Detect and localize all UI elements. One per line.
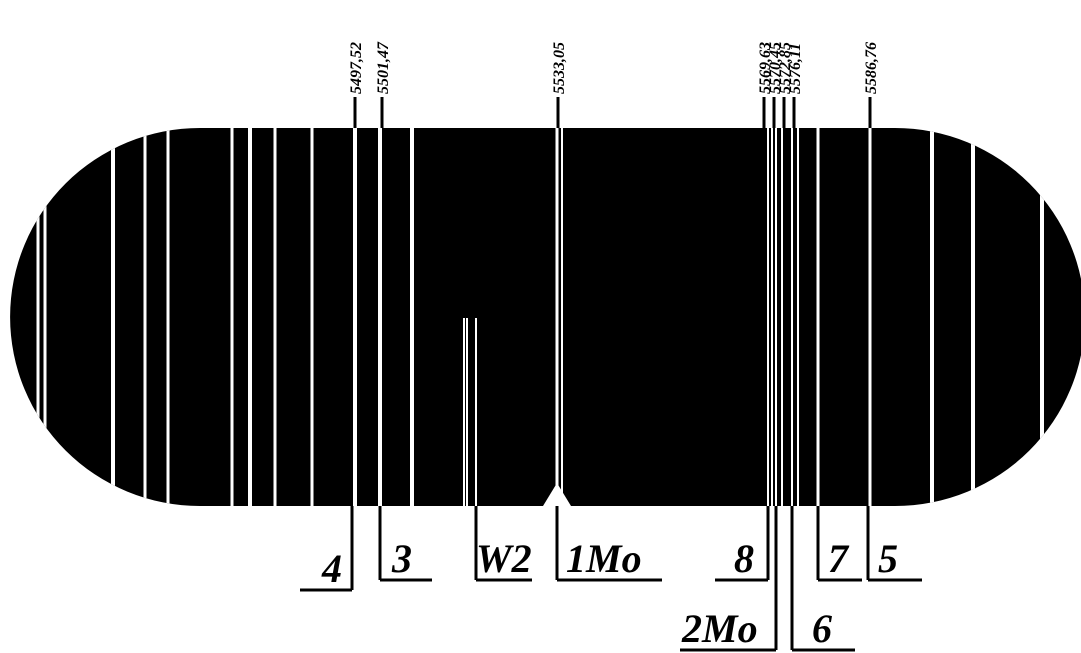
wavelength-label: 5533,05 [551, 42, 568, 94]
line-label: 3 [391, 536, 412, 581]
spectral-line [817, 120, 820, 520]
spectral-line [248, 120, 252, 520]
spectral-line [930, 120, 934, 520]
page: {"wavelength_labels": ["5497,52", "5501,… [0, 0, 1081, 653]
spectral-line [231, 120, 234, 520]
dark-background [0, 120, 1081, 520]
spectral-line [410, 120, 414, 520]
spectral-line [353, 120, 357, 520]
spectral-line [311, 120, 314, 520]
wavelength-label: 5501,47 [375, 41, 392, 94]
spectral-line [869, 120, 872, 520]
spectrum-field [0, 120, 1081, 520]
spectral-line [556, 120, 559, 520]
spectral-line [971, 120, 975, 520]
line-label: 2Mo [681, 606, 758, 651]
spectral-line [466, 318, 468, 518]
line-label: 5 [878, 536, 898, 581]
spectral-line [37, 120, 40, 520]
spectrum-diagram: 5497,525501,475533,055569,635570,455572,… [0, 0, 1081, 653]
spectral-line [781, 120, 783, 520]
wavelength-label: 5576,11 [787, 43, 804, 94]
spectral-line [463, 318, 465, 518]
wavelength-label: 5497,52 [348, 42, 365, 94]
line-label: 1Mo [566, 536, 642, 581]
line-label: 7 [828, 536, 850, 581]
spectral-line [775, 120, 777, 520]
line-label: 4 [321, 546, 342, 591]
spectral-line [167, 120, 170, 520]
spectral-line [274, 120, 277, 520]
spectral-line [771, 120, 773, 520]
line-label: W2 [476, 536, 532, 581]
spectral-line [475, 318, 477, 518]
spectral-line [44, 120, 47, 520]
spectral-line [111, 120, 115, 520]
line-label: 8 [734, 536, 754, 581]
spectral-line [144, 120, 147, 520]
spectral-line [561, 120, 563, 520]
spectral-line [378, 120, 382, 520]
spectral-line [791, 120, 793, 520]
line-label: 6 [812, 606, 832, 651]
wavelength-label: 5586,76 [863, 42, 880, 94]
spectral-line [797, 120, 799, 520]
spectral-line [1040, 120, 1044, 520]
spectral-line [767, 120, 769, 520]
